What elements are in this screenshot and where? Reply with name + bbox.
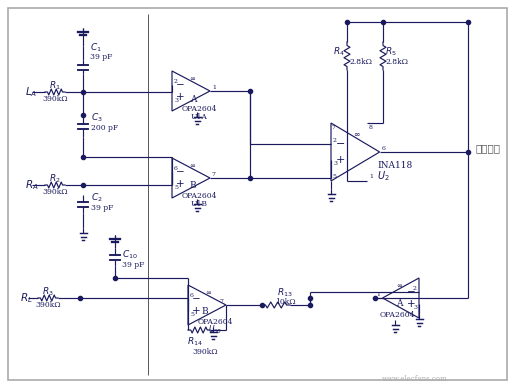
Text: 5: 5 [174, 185, 178, 190]
Text: $R_A$: $R_A$ [25, 178, 39, 192]
Text: 6: 6 [382, 146, 386, 151]
Text: $C_1$: $C_1$ [90, 42, 102, 54]
Text: ∞: ∞ [397, 283, 402, 289]
Text: 3: 3 [333, 161, 337, 166]
Text: INA118: INA118 [377, 161, 412, 170]
Text: U1B: U1B [191, 200, 208, 208]
Text: 2.8kΩ: 2.8kΩ [349, 58, 372, 66]
Text: $R_2$: $R_2$ [49, 173, 61, 185]
Text: 7: 7 [332, 125, 336, 130]
Text: $L_A$: $L_A$ [25, 85, 37, 99]
Text: $R_3$: $R_3$ [42, 286, 54, 298]
Text: 2.8kΩ: 2.8kΩ [385, 58, 408, 66]
Text: A: A [396, 300, 402, 308]
Text: B: B [190, 181, 196, 190]
Text: 2: 2 [333, 138, 337, 143]
Text: 7: 7 [212, 172, 216, 177]
Text: 1: 1 [369, 174, 373, 179]
Text: 7: 7 [220, 299, 224, 304]
Text: 3: 3 [174, 98, 178, 103]
Text: 1: 1 [212, 85, 216, 90]
Text: OPA2604: OPA2604 [379, 311, 415, 319]
Text: 390kΩ: 390kΩ [42, 95, 68, 103]
Text: +: + [407, 300, 416, 309]
Text: 390kΩ: 390kΩ [42, 188, 68, 196]
Text: −: − [407, 287, 416, 297]
Text: +: + [336, 155, 345, 165]
Text: +: + [176, 179, 184, 190]
Text: $R_4$: $R_4$ [333, 46, 345, 58]
Text: 39 pF: 39 pF [90, 53, 112, 61]
Text: OPA2604: OPA2604 [197, 318, 233, 326]
Text: +: + [176, 92, 184, 103]
Text: ∞: ∞ [190, 76, 195, 82]
Text: 39 pF: 39 pF [122, 261, 144, 269]
Text: $U_2$: $U_2$ [377, 169, 390, 183]
Text: $C_2$: $C_2$ [91, 192, 102, 204]
Text: ∞: ∞ [353, 129, 360, 138]
Text: 10kΩ: 10kΩ [274, 298, 295, 306]
Text: ∞: ∞ [190, 163, 195, 169]
Text: −: − [336, 139, 345, 149]
Text: OPA2604: OPA2604 [181, 192, 217, 200]
Text: $C_{10}$: $C_{10}$ [122, 249, 138, 261]
Text: 390kΩ: 390kΩ [192, 348, 218, 356]
Text: 5: 5 [332, 174, 336, 179]
Text: $U_{3B}$: $U_{3B}$ [208, 324, 222, 336]
Text: −: − [176, 80, 184, 90]
Text: $R_L$: $R_L$ [20, 291, 33, 305]
Text: A: A [190, 94, 196, 103]
Text: $R_1$: $R_1$ [49, 80, 61, 92]
Text: 1: 1 [376, 292, 381, 297]
Text: 2: 2 [413, 285, 417, 291]
Text: 高通滤波: 高通滤波 [476, 145, 501, 154]
Text: 2: 2 [174, 79, 178, 83]
Text: 6: 6 [190, 292, 194, 298]
Text: $R_{14}$: $R_{14}$ [187, 336, 203, 348]
Text: −: − [192, 294, 200, 303]
Text: $R_5$: $R_5$ [385, 46, 397, 58]
Text: 5: 5 [190, 312, 194, 317]
Text: 390kΩ: 390kΩ [35, 301, 61, 309]
Text: 3: 3 [413, 305, 417, 310]
Text: OPA2604: OPA2604 [181, 105, 217, 113]
Text: 8: 8 [369, 125, 373, 130]
Text: 6: 6 [174, 166, 178, 170]
Text: $R_{13}$: $R_{13}$ [277, 287, 293, 299]
Text: ∞: ∞ [205, 290, 212, 296]
Text: 39 pF: 39 pF [91, 204, 113, 212]
Text: U1A: U1A [191, 113, 208, 121]
Text: B: B [202, 307, 208, 316]
Text: $C_3$: $C_3$ [91, 112, 103, 124]
Text: −: − [176, 167, 184, 177]
Text: +: + [192, 307, 200, 316]
Text: 200 pF: 200 pF [91, 124, 118, 132]
Text: www.elecfans.com: www.elecfans.com [382, 375, 448, 383]
